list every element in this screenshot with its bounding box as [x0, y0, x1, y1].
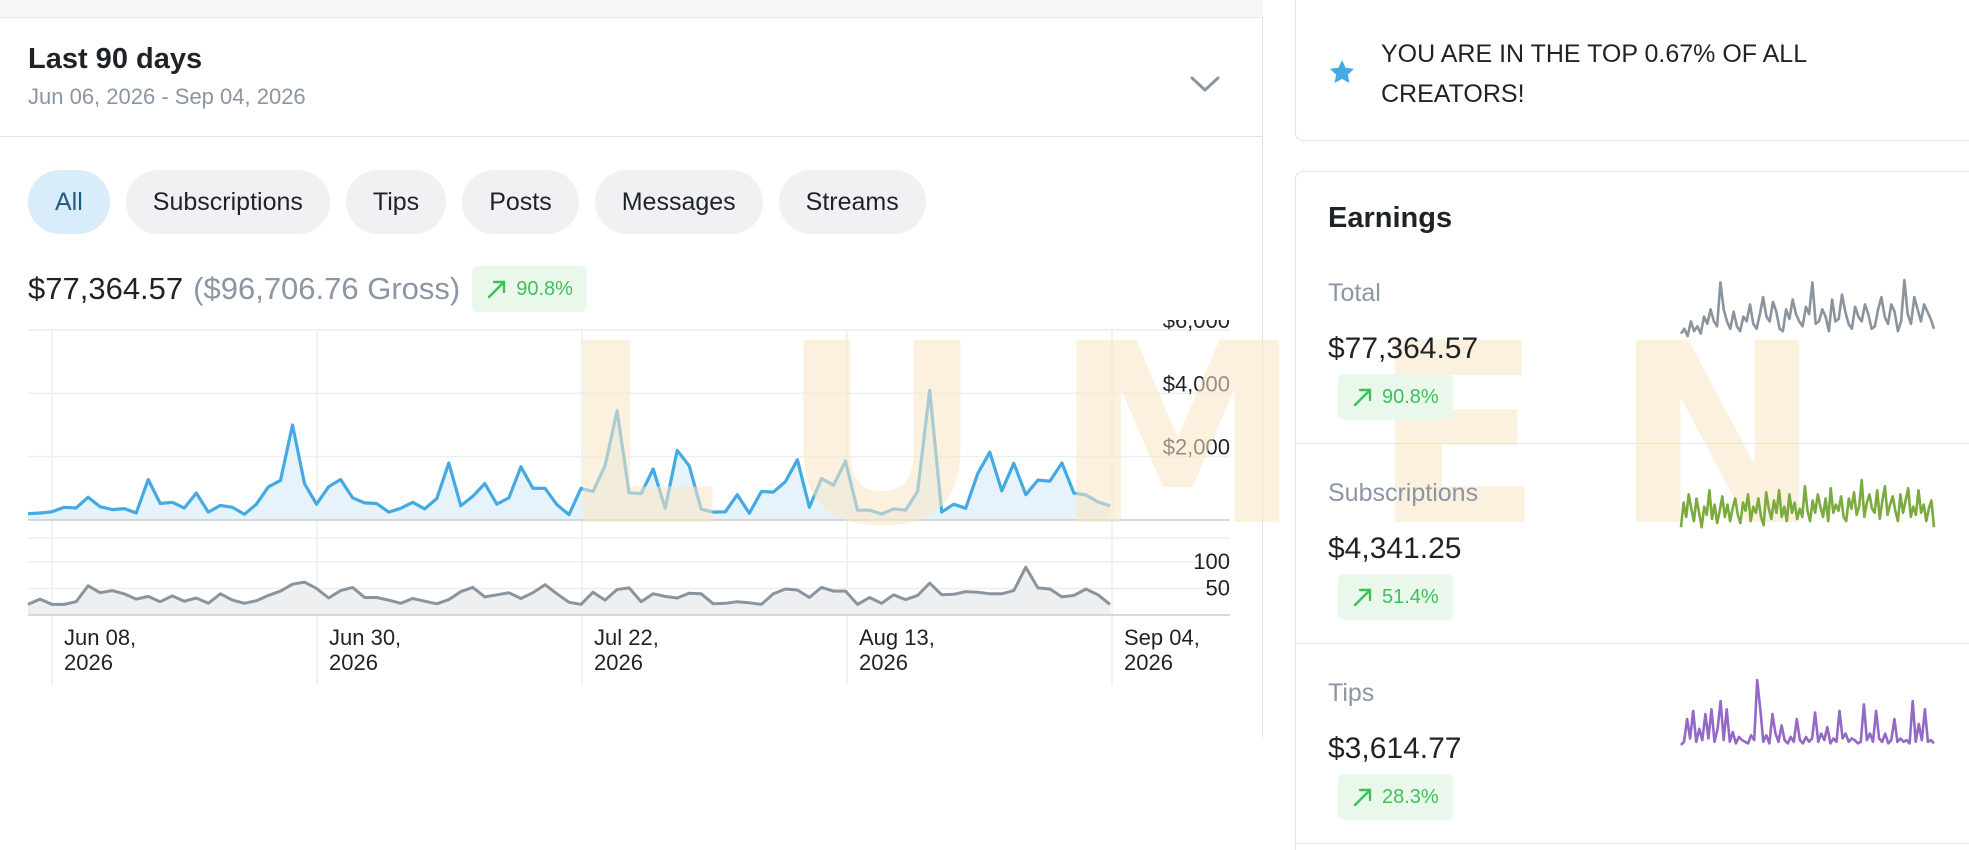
- earnings-value: $3,614.77: [1328, 732, 1462, 765]
- x-tick-label: 2026: [64, 650, 113, 675]
- star-icon: [1329, 60, 1355, 83]
- earnings-row-subscriptions[interactable]: Subscriptions $4,341.25 51.4%: [1296, 444, 1969, 644]
- filter-messages[interactable]: Messages: [594, 170, 763, 234]
- earnings-label: Total: [1328, 279, 1381, 307]
- x-tick-label: 2026: [594, 650, 643, 675]
- total-sparkline: [1679, 278, 1936, 338]
- sparkline-series: [1679, 478, 1936, 529]
- change-badge: 90.8%: [1338, 374, 1453, 420]
- rank-message: YOU ARE IN THE TOP 0.67% OF ALL CREATORS…: [1381, 40, 1807, 108]
- change-value: 51.4%: [1382, 585, 1439, 608]
- earnings-series-line: [27, 388, 1111, 517]
- filter-tips[interactable]: Tips: [345, 170, 447, 234]
- earnings-row-total[interactable]: Total $77,364.57 90.8%: [1296, 244, 1969, 444]
- earnings-statistics-panel: Last 90 days Jun 06, 2026 - Sep 04, 2026…: [0, 0, 1263, 738]
- trend-up-icon: [1353, 388, 1372, 407]
- secondary-area: [28, 567, 1110, 615]
- earnings-breakdown-card: Earnings Total $77,364.57 90.8% Subscrip…: [1295, 171, 1969, 850]
- earnings-value: $4,341.25: [1328, 532, 1462, 565]
- gross-earnings-value: ($96,706.76 Gross): [193, 271, 461, 306]
- change-badge: 28.3%: [1338, 774, 1453, 820]
- period-selector[interactable]: Last 90 days Jun 06, 2026 - Sep 04, 2026: [0, 18, 1263, 137]
- change-badge: 90.8%: [472, 266, 587, 312]
- change-value: 90.8%: [1382, 385, 1439, 408]
- trend-up-icon: [488, 280, 506, 299]
- subscriptions-sparkline: [1679, 478, 1936, 529]
- change-value: 28.3%: [1382, 785, 1439, 808]
- tips-sparkline: [1680, 678, 1935, 746]
- earnings-label: Tips: [1328, 679, 1375, 707]
- sparkline-series: [1679, 278, 1936, 338]
- sparkline-series: [1680, 678, 1935, 746]
- y-tick-label: 50: [1206, 575, 1230, 600]
- net-earnings-value: $77,364.57: [28, 271, 184, 306]
- earnings-area: [28, 390, 1110, 520]
- earnings-label: Subscriptions: [1328, 479, 1479, 507]
- filter-subscriptions[interactable]: Subscriptions: [125, 170, 330, 234]
- y-tick-label: $4,000: [1163, 371, 1230, 396]
- earnings-value: $77,364.57: [1328, 332, 1479, 365]
- x-tick-label: 2026: [1124, 650, 1173, 675]
- earnings-row-tips[interactable]: Tips $3,614.77 28.3%: [1296, 644, 1969, 844]
- top-strip: [0, 0, 1263, 18]
- trend-up-icon: [1353, 588, 1372, 607]
- filter-streams[interactable]: Streams: [778, 170, 926, 234]
- filter-posts[interactable]: Posts: [462, 170, 579, 234]
- y-tick-label: $6,000: [1163, 320, 1230, 333]
- change-badge: 51.4%: [1338, 574, 1453, 620]
- x-tick-label: Jun 08,: [64, 625, 136, 650]
- filter-all[interactable]: All: [28, 170, 110, 234]
- change-value: 90.8%: [516, 277, 573, 300]
- earnings-summary: $77,364.57 ($96,706.76 Gross) 90.8%: [28, 266, 587, 312]
- period-title: Last 90 days: [28, 43, 203, 75]
- earnings-title: Earnings: [1328, 202, 1453, 234]
- x-tick-label: Jul 22,: [594, 625, 659, 650]
- x-tick-label: 2026: [329, 650, 378, 675]
- y-tick-label: 100: [1193, 549, 1230, 574]
- chevron-down-icon[interactable]: [1188, 72, 1222, 96]
- x-tick-label: 2026: [859, 650, 908, 675]
- trend-up-icon: [1353, 788, 1372, 807]
- x-tick-label: Sep 04,: [1124, 625, 1200, 650]
- period-date-range: Jun 06, 2026 - Sep 04, 2026: [28, 84, 306, 109]
- category-filter-tabs: All Subscriptions Tips Posts Messages St…: [28, 170, 926, 234]
- x-tick-label: Aug 13,: [859, 625, 935, 650]
- y-tick-label: $2,000: [1163, 435, 1230, 460]
- secondary-series-line: [27, 565, 1111, 606]
- rank-card: YOU ARE IN THE TOP 0.67% OF ALL CREATORS…: [1295, 0, 1969, 141]
- x-tick-label: Jun 30,: [329, 625, 401, 650]
